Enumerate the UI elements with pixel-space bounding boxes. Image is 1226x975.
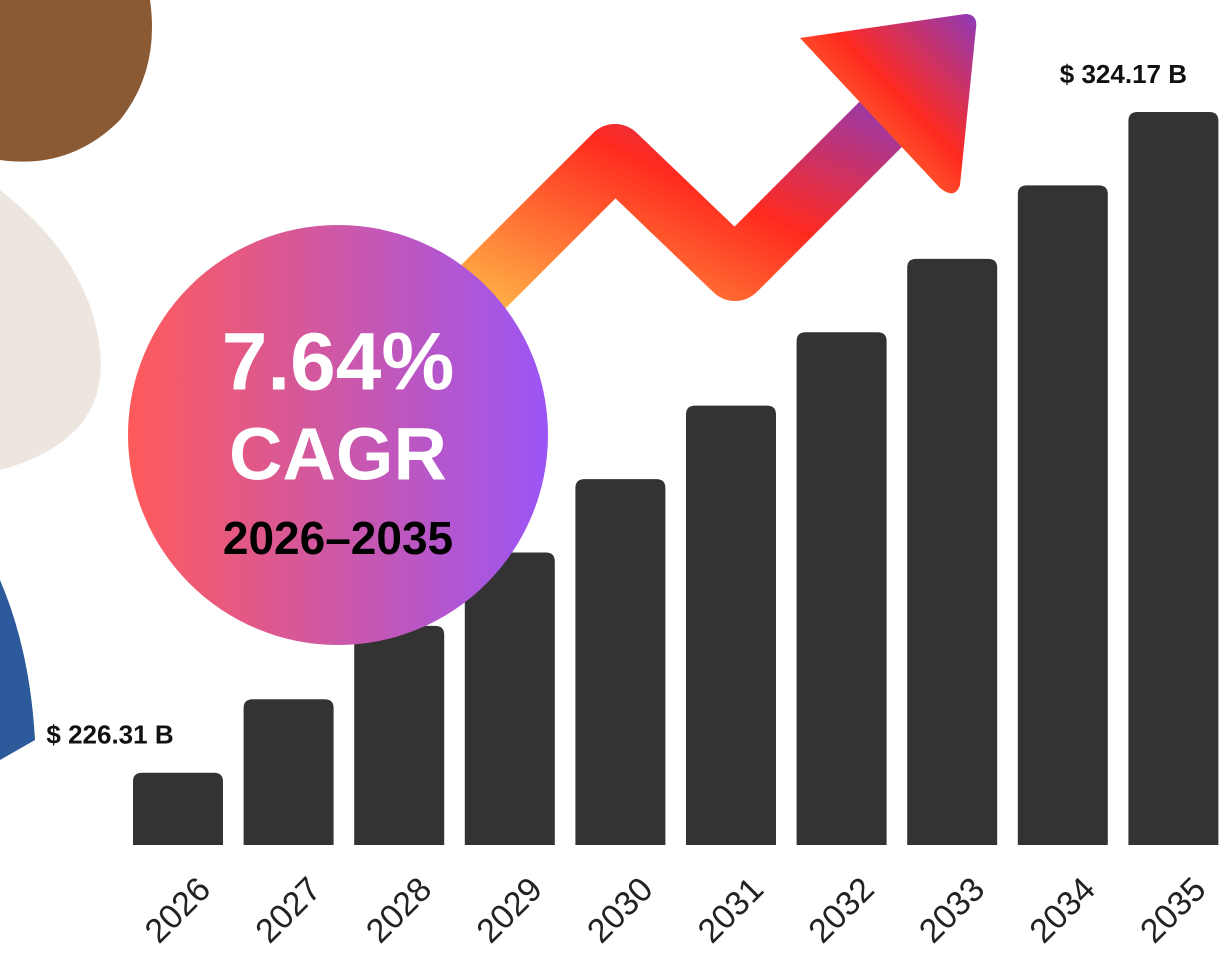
x-tick-label: 2031 <box>691 870 771 950</box>
cagr-badge: 7.64% CAGR 2026–2035 <box>128 225 548 645</box>
x-tick-label: 2030 <box>580 870 660 950</box>
chart: 7.64% CAGR 2026–2035 2026 $ 226.31 B 2027 2… <box>0 0 1226 975</box>
x-tick-label: 2033 <box>912 870 992 950</box>
bar <box>244 699 334 845</box>
bar <box>465 552 555 845</box>
bar <box>575 479 665 845</box>
bar <box>133 773 223 845</box>
bar <box>686 406 776 845</box>
x-tick-label: 2032 <box>801 870 881 950</box>
bar <box>1128 112 1218 845</box>
badge-period: 2026–2035 <box>223 512 453 564</box>
x-tick-label: 2027 <box>248 870 328 950</box>
decor-photo <box>0 0 152 760</box>
x-tick-label: 2026 <box>138 870 218 950</box>
x-tick-label: 2029 <box>469 870 549 950</box>
value-label: $ 324.17 B <box>1060 59 1187 89</box>
bar <box>797 332 887 845</box>
x-tick-label: 2034 <box>1022 870 1102 950</box>
badge-rate: 7.64% <box>222 317 455 408</box>
trend-arrow <box>470 14 976 300</box>
bar <box>354 626 444 845</box>
badge-label: CAGR <box>229 413 447 496</box>
value-label: $ 226.31 B <box>46 720 173 750</box>
x-tick-label: 2035 <box>1133 870 1213 950</box>
x-tick-label: 2028 <box>359 870 439 950</box>
bar <box>907 259 997 845</box>
bar <box>1018 185 1108 845</box>
